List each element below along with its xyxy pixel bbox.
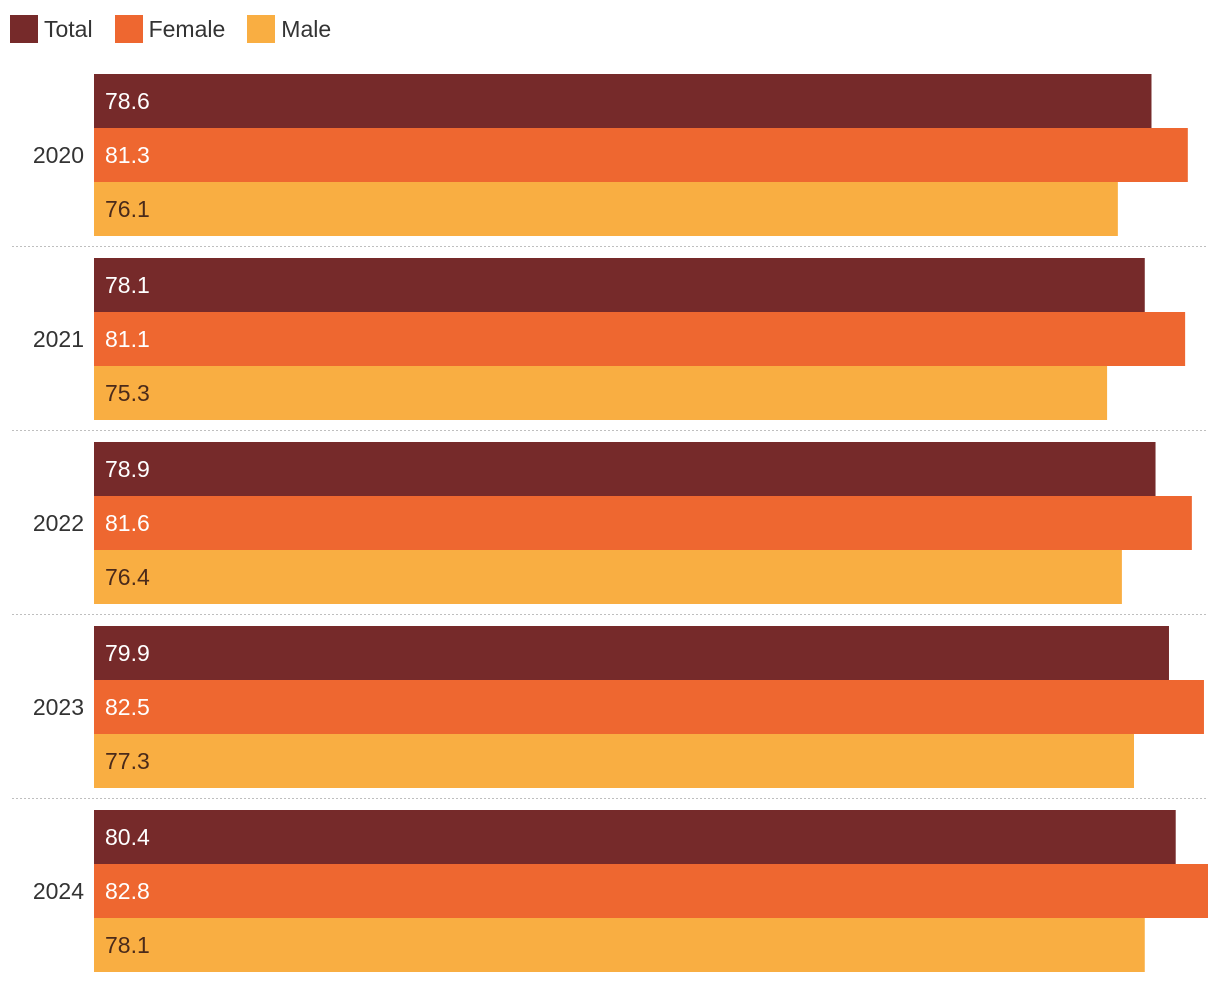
data-label-male-2021: 75.3 [105, 380, 150, 406]
legend-label-female: Female [148, 15, 226, 42]
data-label-female-2021: 81.1 [105, 326, 150, 352]
data-label-female-2023: 82.5 [105, 694, 150, 720]
bar-total-2023 [94, 626, 1169, 680]
chart-legend: Total Female Male [10, 14, 353, 44]
data-label-female-2022: 81.6 [105, 510, 150, 536]
data-label-total-2021: 78.1 [105, 272, 150, 298]
legend-label-total: Total [44, 15, 93, 42]
category-label-2022: 2022 [33, 510, 84, 536]
bar-male-2020 [94, 182, 1118, 236]
legend-label-male: Male [281, 15, 332, 42]
data-label-female-2020: 81.3 [105, 142, 150, 168]
bar-female-2024 [94, 864, 1208, 918]
data-label-female-2024: 82.8 [105, 878, 150, 904]
bar-female-2020 [94, 128, 1188, 182]
bar-female-2021 [94, 312, 1186, 366]
data-label-total-2023: 79.9 [105, 640, 150, 666]
bar-male-2023 [94, 734, 1135, 788]
data-label-male-2022: 76.4 [105, 564, 150, 590]
data-label-total-2024: 80.4 [105, 824, 150, 850]
bar-total-2020 [94, 74, 1152, 128]
data-label-male-2020: 76.1 [105, 196, 150, 222]
category-label-2024: 2024 [33, 878, 84, 904]
bar-total-2022 [94, 442, 1156, 496]
bar-total-2024 [94, 810, 1176, 864]
data-label-total-2022: 78.9 [105, 456, 150, 482]
data-label-male-2024: 78.1 [105, 932, 150, 958]
bar-male-2024 [94, 918, 1145, 972]
legend-item-female: Female [114, 15, 226, 43]
category-label-2021: 2021 [33, 326, 84, 352]
bar-female-2023 [94, 680, 1204, 734]
bar-male-2021 [94, 366, 1108, 420]
category-label-2020: 2020 [33, 142, 84, 168]
legend-swatch-female [114, 15, 143, 43]
data-label-male-2023: 77.3 [105, 748, 150, 774]
legend-swatch-total [10, 15, 38, 43]
data-label-total-2020: 78.6 [105, 88, 150, 114]
legend-item-total: Total [10, 15, 93, 43]
category-label-2023: 2023 [33, 694, 84, 720]
bar-total-2021 [94, 258, 1145, 312]
legend-swatch-male [247, 15, 276, 43]
legend-item-male: Male [247, 15, 331, 43]
bar-male-2022 [94, 550, 1122, 604]
bar-female-2022 [94, 496, 1192, 550]
